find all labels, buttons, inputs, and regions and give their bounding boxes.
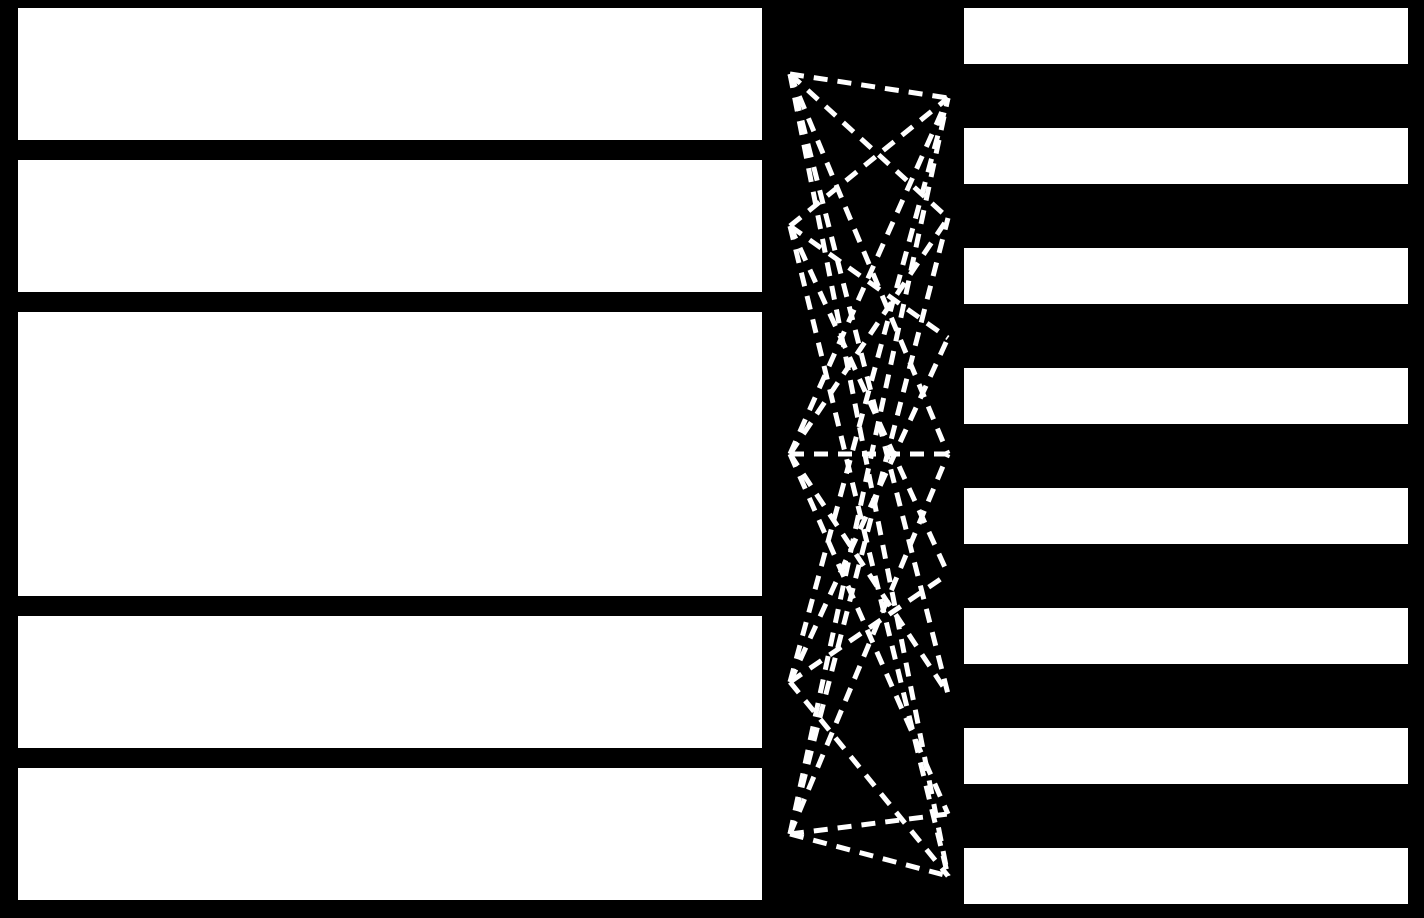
left-box	[14, 156, 766, 296]
right-box	[960, 124, 1412, 188]
bipartite-diagram	[0, 0, 1424, 918]
right-box	[960, 484, 1412, 548]
left-box	[14, 308, 766, 600]
right-box	[960, 244, 1412, 308]
left-box	[14, 764, 766, 904]
right-box	[960, 364, 1412, 428]
right-box	[960, 4, 1412, 68]
left-box	[14, 4, 766, 144]
right-box	[960, 724, 1412, 788]
left-boxes-layer	[14, 4, 766, 904]
right-box	[960, 604, 1412, 668]
right-box	[960, 844, 1412, 908]
left-box	[14, 612, 766, 752]
